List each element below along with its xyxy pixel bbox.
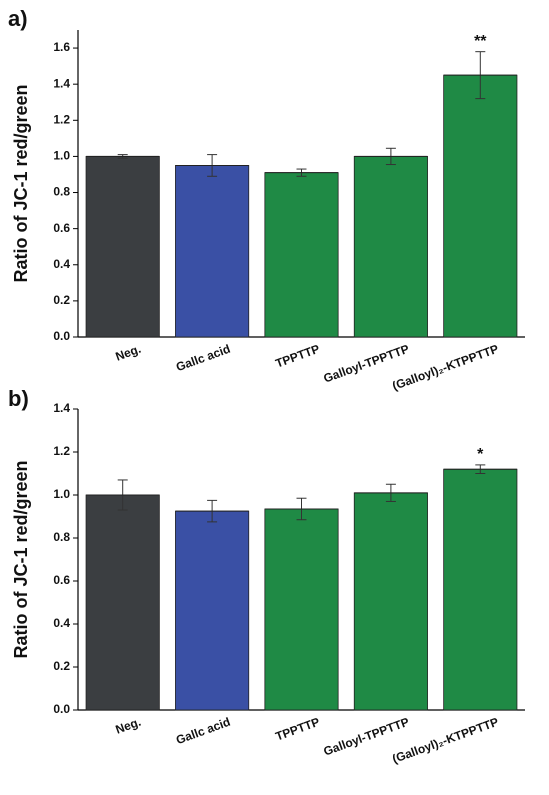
error-bar bbox=[175, 154, 249, 177]
bar bbox=[175, 510, 250, 711]
y-tick-label: 0.6 bbox=[53, 573, 70, 587]
x-tick-label: TPPTTP bbox=[274, 342, 322, 371]
error-bar bbox=[175, 499, 249, 523]
error-bar bbox=[354, 147, 428, 166]
y-tick-label: 1.4 bbox=[53, 76, 70, 90]
y-tick-label: 0.2 bbox=[53, 293, 70, 307]
x-tick-label: Neg. bbox=[114, 715, 143, 737]
y-tick-label: 1.6 bbox=[53, 40, 70, 54]
x-tick-label: TPPTTP bbox=[274, 715, 322, 744]
significance-label: ** bbox=[474, 33, 487, 50]
panel-label: b) bbox=[8, 386, 29, 411]
bar bbox=[353, 492, 428, 711]
y-axis-label: Ratio of JC-1 red/green bbox=[11, 84, 31, 282]
y-tick-label: 0.0 bbox=[53, 329, 70, 343]
error-bar bbox=[264, 168, 339, 177]
y-tick-label: 0.6 bbox=[53, 221, 70, 235]
bar bbox=[443, 74, 518, 338]
y-tick-label: 0.2 bbox=[53, 659, 70, 673]
x-tick-label: Gallc acid bbox=[174, 715, 232, 748]
error-bar bbox=[86, 479, 160, 511]
y-tick-label: 1.4 bbox=[53, 401, 70, 415]
bar bbox=[443, 468, 518, 711]
error-bar bbox=[86, 154, 160, 159]
y-tick-label: 0.0 bbox=[53, 702, 70, 716]
bar bbox=[85, 156, 160, 338]
bar bbox=[353, 156, 428, 338]
y-axis-label: Ratio of JC-1 red/green bbox=[11, 460, 31, 658]
y-tick-label: 1.2 bbox=[53, 112, 70, 126]
y-tick-label: 1.0 bbox=[53, 487, 70, 501]
y-tick-label: 0.8 bbox=[53, 530, 70, 544]
y-tick-label: 0.4 bbox=[53, 257, 70, 271]
x-tick-label: Neg. bbox=[114, 342, 143, 364]
bar bbox=[264, 508, 339, 711]
error-bar bbox=[264, 497, 339, 521]
panel-label: a) bbox=[8, 6, 28, 31]
x-tick-label: Gallc acid bbox=[174, 342, 232, 375]
bar bbox=[85, 494, 160, 711]
y-tick-label: 0.4 bbox=[53, 616, 70, 630]
error-bar bbox=[443, 51, 517, 100]
bar bbox=[264, 172, 339, 338]
y-tick-label: 1.2 bbox=[53, 444, 70, 458]
error-bar bbox=[443, 464, 517, 474]
bar bbox=[175, 165, 250, 338]
y-tick-label: 1.0 bbox=[53, 149, 70, 163]
error-bar bbox=[354, 483, 428, 502]
y-tick-label: 0.8 bbox=[53, 185, 70, 199]
significance-label: * bbox=[477, 446, 484, 463]
